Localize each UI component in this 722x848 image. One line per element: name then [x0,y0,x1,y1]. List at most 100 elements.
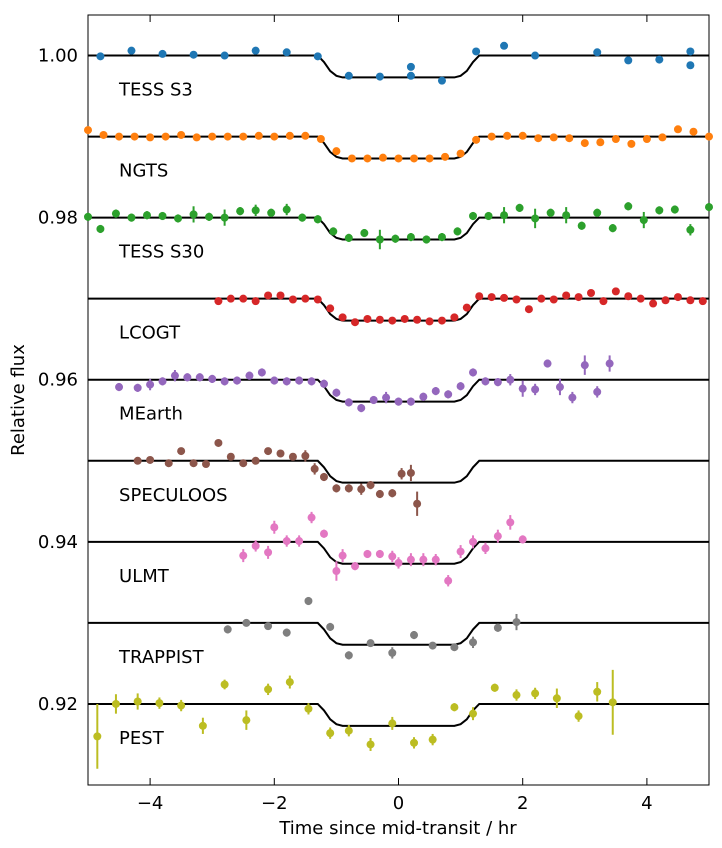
data-point [239,459,248,468]
data-point [295,376,304,385]
data-point [649,299,658,308]
data-point [410,154,419,163]
data-point [469,537,478,546]
data-point [406,555,415,564]
data-point [444,576,453,585]
data-point [580,361,589,370]
data-point [288,295,297,304]
data-point [242,716,251,725]
data-point [425,154,434,163]
data-point [251,456,260,465]
data-point [608,698,617,707]
data-point [177,447,186,456]
data-point [183,373,192,382]
data-point [245,371,254,380]
data-point [599,297,608,306]
data-point [242,618,251,627]
y-tick-label: 0.98 [38,208,78,229]
data-point [282,537,291,546]
data-point [506,518,515,527]
data-point [351,562,360,571]
data-point [264,447,273,456]
data-point [487,132,496,141]
data-point [329,227,338,236]
data-point [673,125,682,134]
y-tick-label: 0.96 [38,370,78,391]
data-point [549,133,558,142]
data-point [189,459,198,468]
data-point [84,126,92,135]
data-point [313,215,322,224]
data-point [363,314,372,323]
data-point [705,132,713,141]
data-point [319,379,328,388]
data-point [624,202,633,211]
data-point [410,738,419,747]
data-point [608,224,617,233]
data-point [366,740,375,749]
data-point [537,294,546,303]
data-point [189,50,198,59]
data-point [146,380,155,389]
data-point [568,393,577,402]
data-point [226,294,235,303]
data-point [500,211,509,220]
data-point [441,152,450,161]
data-point [310,464,319,473]
data-point [133,697,142,706]
data-point [493,532,502,541]
data-point [164,459,173,468]
data-point [422,235,431,244]
data-point [233,376,242,385]
series-label: TESS S30 [118,242,204,263]
x-tick-label: −2 [261,793,288,814]
data-point [282,628,291,637]
data-point [201,460,210,469]
data-point [406,468,415,477]
data-point [158,49,167,58]
data-point [456,547,465,556]
data-point [593,387,602,396]
data-point [239,551,248,560]
data-point [428,641,437,650]
data-point [472,47,481,56]
data-point [450,643,459,652]
data-point [686,296,695,305]
data-point [251,206,260,215]
data-point [360,229,369,238]
data-point [406,233,415,242]
data-point [357,404,366,413]
y-axis-label: Relative flux [8,344,29,456]
data-point [394,397,403,406]
data-point [686,47,695,56]
data-point [453,227,462,236]
data-point [332,484,341,493]
data-point [205,212,214,221]
data-point [127,213,136,222]
data-point [406,397,415,406]
data-point [146,455,155,464]
data-point [531,51,540,60]
data-point [111,699,120,708]
data-point [574,293,583,302]
data-point [338,551,347,560]
data-point [450,313,459,322]
data-point [239,294,248,303]
data-point [130,132,139,141]
data-point [552,694,561,703]
data-point [518,535,527,544]
data-point [469,368,478,377]
series-label: ULMT [119,566,170,587]
data-point [493,623,502,632]
data-point [456,382,465,391]
data-point [500,41,509,50]
y-tick-label: 0.92 [38,694,78,715]
x-tick-label: 4 [641,793,652,814]
data-point [115,383,124,392]
series-label: TESS S3 [118,80,193,101]
data-point [214,297,223,306]
data-point [220,680,229,689]
data-point [270,376,279,385]
data-point [276,291,285,300]
